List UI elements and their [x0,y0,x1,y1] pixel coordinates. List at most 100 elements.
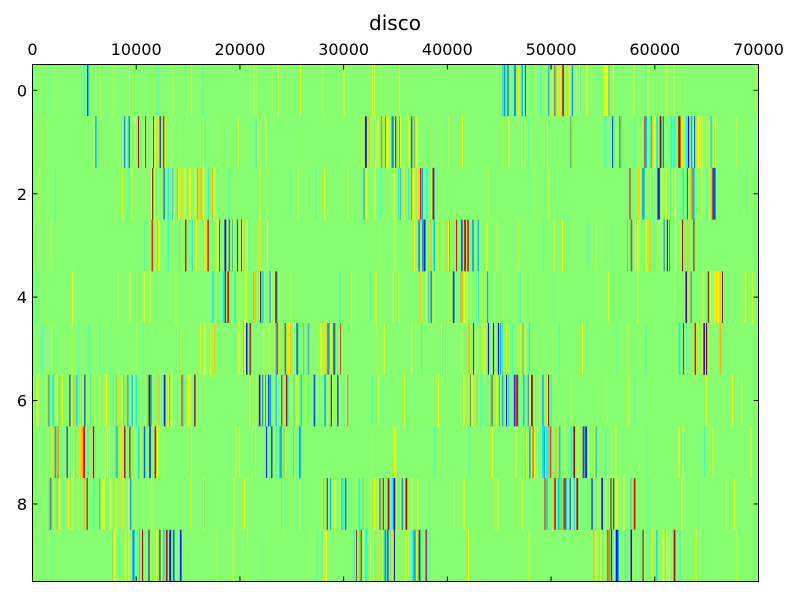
heatmap-cell [478,271,480,323]
heatmap-cell [721,271,723,323]
heatmap-cell [140,426,142,479]
heatmap-cell [324,323,326,375]
heatmap-cell [205,219,207,272]
heatmap-cell [553,478,555,530]
heatmap-cell [665,167,667,220]
heatmap-cell [94,116,96,168]
heatmap-cell [555,64,557,117]
heatmap-cell [392,271,394,323]
heatmap-cell [266,426,268,479]
heatmap-cell [170,167,172,220]
heatmap-cell [637,271,639,323]
heatmap-cell [51,323,53,375]
heatmap-cell [420,271,422,323]
heatmap-cell [146,426,148,479]
heatmap-cell [490,374,492,427]
heatmap-cell [643,374,645,427]
heatmap-cell [418,529,421,582]
heatmap-cell [199,167,201,220]
heatmap-cell [418,219,420,272]
heatmap-cell [430,271,432,323]
heatmap-cell [117,271,119,323]
heatmap-cell [514,64,516,117]
heatmap-cell [354,529,357,582]
heatmap-cell [301,374,304,427]
heatmap-cell [223,271,225,323]
heatmap-cell [652,167,654,220]
heatmap-cell [691,116,693,168]
heatmap-cell [249,323,251,375]
heatmap-cell [683,271,685,323]
heatmap-cell [218,219,220,272]
heatmap-cell [498,374,500,427]
heatmap-cell [202,116,204,168]
heatmap-cell [296,323,299,375]
heatmap-cell [224,271,226,323]
heatmap-cell [648,478,650,530]
heatmap-cell [694,323,697,375]
heatmap-cell [67,478,69,530]
heatmap-cell [127,167,129,220]
heatmap-cell [591,478,593,530]
heatmap-cell [564,167,566,220]
heatmap-cell [523,374,525,427]
heatmap-cell [683,323,685,375]
heatmap-cell [362,167,365,220]
heatmap-cell [627,323,629,375]
heatmap-cell [381,478,383,530]
heatmap-cell [158,219,160,272]
heatmap-cell [149,426,151,479]
heatmap-cell [548,374,550,427]
heatmap-cell [568,64,570,117]
heatmap-cell [413,478,415,530]
heatmap-cell [550,64,552,117]
heatmap-cell [701,323,703,375]
heatmap-cell [654,219,656,272]
heatmap-cell [295,323,297,375]
heatmap-cell [558,323,560,375]
heatmap-cell [745,271,747,323]
heatmap-cell [192,219,194,272]
heatmap-cell [691,271,693,323]
heatmap-cell [200,167,203,220]
heatmap-cell [92,116,94,168]
heatmap-cell [52,374,54,427]
heatmap-cell [130,478,132,530]
heatmap-cell [505,374,507,427]
heatmap-cell [673,64,675,117]
heatmap-cell [666,529,668,582]
heatmap-cell [190,219,192,272]
heatmap-cell [326,478,328,530]
heatmap-cell [122,426,124,479]
heatmap-cell [608,271,610,323]
heatmap-cell [587,478,589,530]
heatmap-cell [546,478,548,530]
heatmap-cell [106,426,108,479]
heatmap-cell [220,374,222,427]
heatmap-cell [274,271,276,323]
heatmap-cell [270,374,272,427]
heatmap-cell [461,271,464,323]
heatmap-cell [389,529,391,582]
heatmap-cell [441,219,443,272]
heatmap-cell [693,219,695,272]
heatmap-cell [236,64,238,117]
heatmap-row-4 [32,271,759,324]
heatmap-cell [739,167,741,220]
heatmap-cell [552,478,554,530]
heatmap-cell [666,64,668,117]
heatmap-cell [156,426,158,479]
heatmap-cell [503,116,505,168]
heatmap-cell [635,529,637,582]
heatmap-cell [362,167,364,220]
heatmap-cell [114,374,117,427]
heatmap-cell [531,426,533,479]
heatmap-cell [651,116,654,168]
heatmap-cell [475,323,477,375]
heatmap-cell [316,529,318,582]
heatmap-cell [70,374,72,427]
heatmap-cell [241,219,243,272]
heatmap-cell [649,167,651,220]
heatmap-cell [497,323,499,375]
heatmap-cell [399,116,402,168]
